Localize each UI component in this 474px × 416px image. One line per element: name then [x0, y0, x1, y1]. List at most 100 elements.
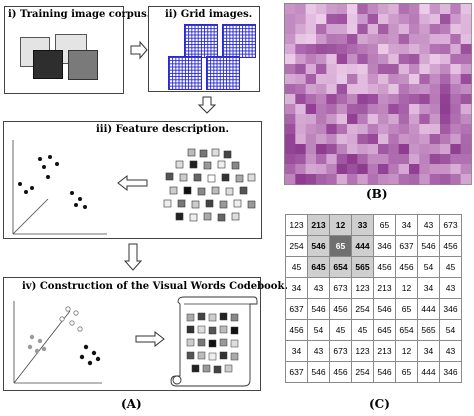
- histology-tile: [398, 144, 410, 155]
- histology-tile: [326, 174, 337, 185]
- histology-tile: [398, 164, 410, 175]
- histology-tile: [305, 74, 317, 85]
- histology-tile: [347, 14, 358, 25]
- histology-tile: [326, 154, 337, 165]
- histology-tile: [419, 164, 430, 175]
- histology-tile: [409, 34, 420, 45]
- histology-tile: [367, 114, 379, 125]
- histology-tile: [316, 64, 327, 75]
- histology-tile: [440, 24, 451, 35]
- histology-tile: [305, 64, 317, 75]
- histology-tile: [440, 74, 451, 85]
- histology-image: [284, 3, 472, 185]
- histology-tile: [347, 144, 358, 155]
- histology-tile: [398, 4, 410, 15]
- histology-tile: [460, 94, 472, 105]
- histology-tile: [460, 134, 472, 145]
- histology-tile: [316, 14, 327, 25]
- histology-tile: [326, 134, 337, 145]
- histology-tile: [295, 34, 306, 45]
- histology-tile: [388, 134, 399, 145]
- histology-tile: [460, 44, 472, 55]
- histology-tile: [305, 4, 317, 15]
- histology-tile: [336, 104, 348, 115]
- histology-tile: [285, 64, 296, 75]
- histology-tile: [440, 174, 451, 185]
- histology-tile: [419, 94, 430, 105]
- histology-tile: [419, 174, 430, 185]
- grid-cell: 12: [395, 340, 418, 362]
- histology-tile: [357, 134, 368, 145]
- histology-tile: [440, 84, 451, 95]
- histology-tile: [336, 114, 348, 125]
- histology-tile: [398, 134, 410, 145]
- histology-tile: [326, 74, 337, 85]
- grid-cell: 254: [351, 361, 374, 383]
- histology-tile: [367, 154, 379, 165]
- grid-cell: 65: [329, 235, 352, 257]
- histology-tile: [398, 84, 410, 95]
- histology-tile: [326, 54, 337, 65]
- histology-tile: [450, 14, 461, 25]
- histology-tile: [398, 74, 410, 85]
- histology-tile: [388, 124, 399, 135]
- histology-tile: [336, 24, 348, 35]
- histology-tile: [450, 24, 461, 35]
- histology-tile: [450, 74, 461, 85]
- histology-tile: [460, 164, 472, 175]
- histology-tile: [378, 104, 389, 115]
- histology-tile: [378, 144, 389, 155]
- histology-tile: [460, 144, 472, 155]
- histology-tile: [336, 14, 348, 25]
- histology-tile: [357, 74, 368, 85]
- histology-tile: [440, 104, 451, 115]
- histology-tile: [440, 4, 451, 15]
- histology-tile: [419, 34, 430, 45]
- histology-tile: [336, 34, 348, 45]
- grid-image-1: [184, 24, 218, 58]
- histology-tile: [419, 114, 430, 125]
- histology-tile: [378, 84, 389, 95]
- histology-tile: [378, 74, 389, 85]
- histology-tile: [398, 94, 410, 105]
- histology-tile: [378, 4, 389, 15]
- grid-cell: 45: [439, 256, 462, 278]
- histology-tile: [295, 84, 306, 95]
- corpus-image-4: [68, 50, 98, 80]
- histology-tile: [460, 84, 472, 95]
- histology-tile: [429, 134, 441, 145]
- grid-cell: 444: [351, 235, 374, 257]
- histology-tile: [305, 24, 317, 35]
- corpus-image-3: [33, 50, 63, 79]
- grid-cell: 346: [439, 361, 462, 383]
- histology-tile: [316, 44, 327, 55]
- histology-tile: [305, 34, 317, 45]
- grid-cell: 346: [439, 298, 462, 320]
- histology-tile: [388, 44, 399, 55]
- histology-tile: [409, 144, 420, 155]
- histology-tile: [357, 24, 368, 35]
- grid-cell: 254: [351, 298, 374, 320]
- grid-cell: 54: [417, 256, 440, 278]
- histology-tile: [378, 44, 389, 55]
- histology-tile: [367, 14, 379, 25]
- histology-tile: [336, 74, 348, 85]
- grid-row: 34 43 673 123 213 12 34 43: [285, 340, 462, 362]
- grid-cell: 546: [417, 235, 440, 257]
- histology-tile: [347, 104, 358, 115]
- histology-tile: [357, 64, 368, 75]
- histology-tile: [285, 84, 296, 95]
- histology-tile: [357, 84, 368, 95]
- histology-tile: [295, 74, 306, 85]
- histology-tile: [295, 174, 306, 185]
- histology-tile: [367, 124, 379, 135]
- histology-tile: [429, 104, 441, 115]
- histology-tile: [316, 54, 327, 65]
- histology-tile: [285, 104, 296, 115]
- grid-cell: 65: [395, 298, 418, 320]
- histology-tile: [388, 34, 399, 45]
- histology-tile: [336, 94, 348, 105]
- histology-tile: [409, 64, 420, 75]
- histology-tile: [429, 94, 441, 105]
- histology-tile: [367, 24, 379, 35]
